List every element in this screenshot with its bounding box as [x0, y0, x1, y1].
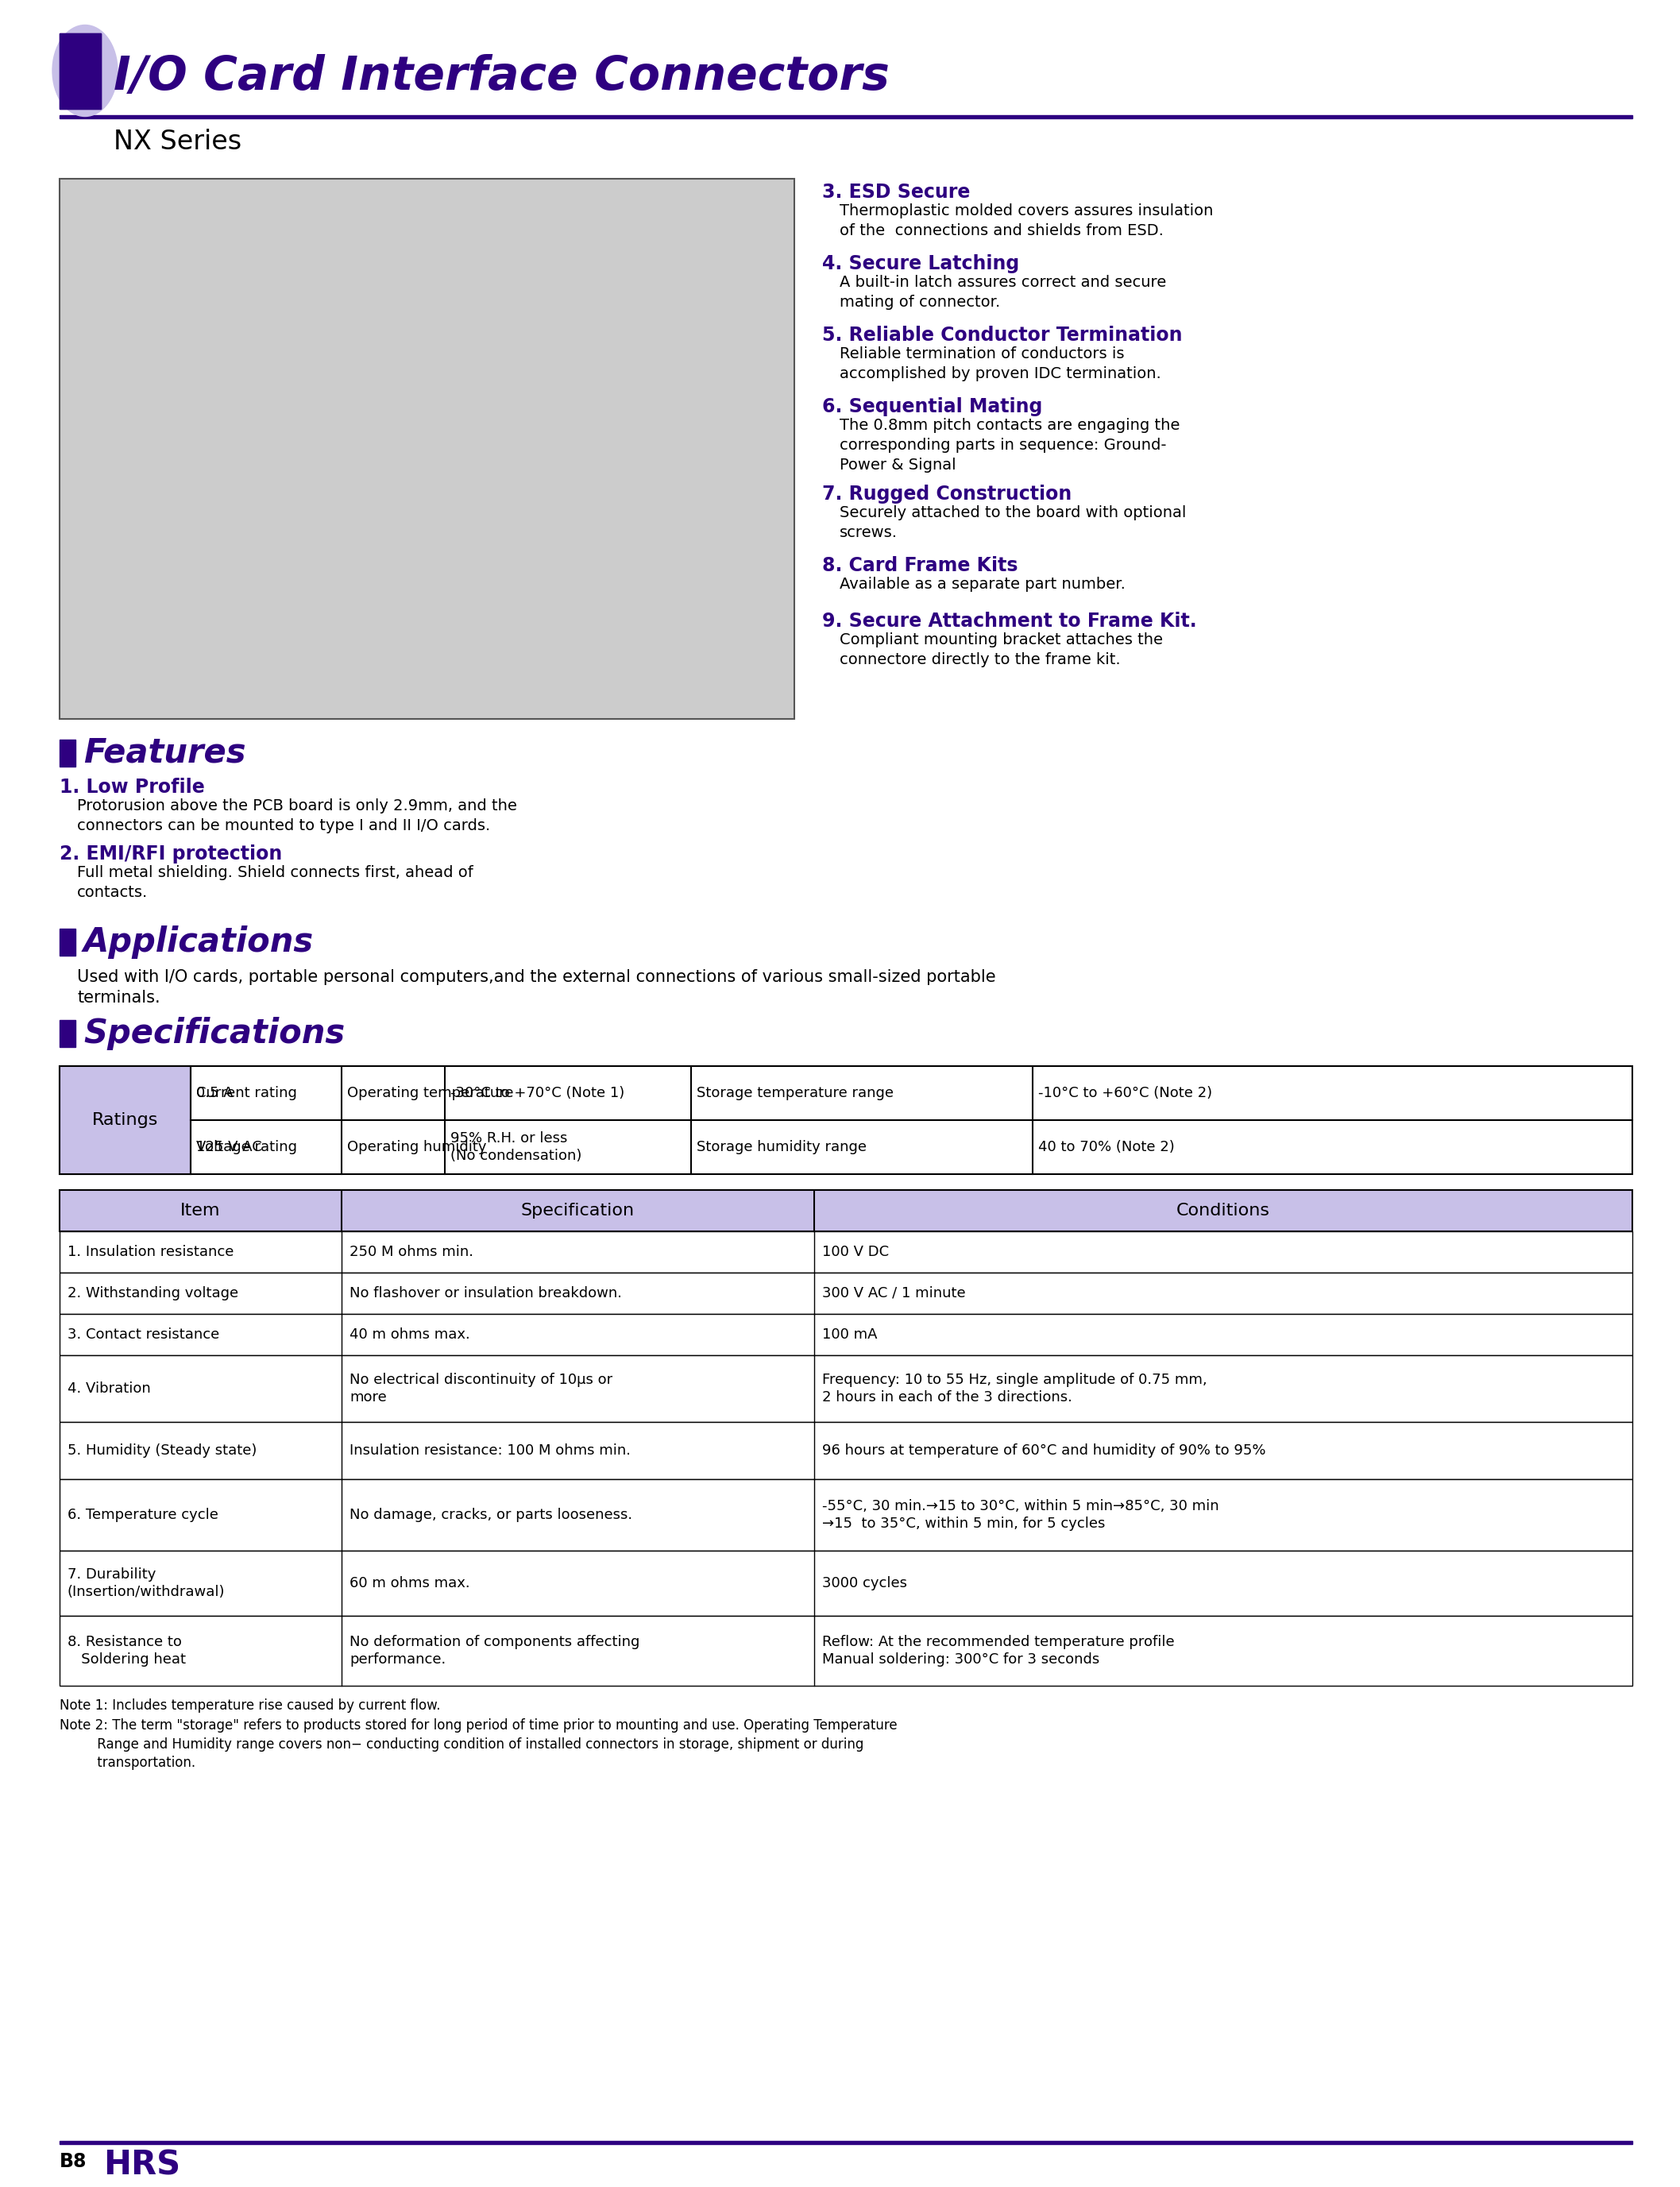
- Text: Frequency: 10 to 55 Hz, single amplitude of 0.75 mm,
2 hours in each of the 3 di: Frequency: 10 to 55 Hz, single amplitude…: [822, 1373, 1206, 1404]
- Bar: [59, 1065, 1633, 1174]
- Text: Storage humidity range: Storage humidity range: [697, 1139, 867, 1155]
- Bar: [59, 1616, 1633, 1686]
- Text: 60 m ohms max.: 60 m ohms max.: [349, 1577, 470, 1590]
- Text: No flashover or insulation breakdown.: No flashover or insulation breakdown.: [349, 1286, 622, 1301]
- Text: 3. Contact resistance: 3. Contact resistance: [67, 1328, 220, 1343]
- Text: 4. Vibration: 4. Vibration: [67, 1382, 151, 1395]
- Text: Note 2: The term "storage" refers to products stored for long period of time pri: Note 2: The term "storage" refers to pro…: [59, 1719, 897, 1769]
- Text: 9. Secure Attachment to Frame Kit.: 9. Secure Attachment to Frame Kit.: [822, 612, 1196, 630]
- Text: The 0.8mm pitch contacts are engaging the
corresponding parts in sequence: Groun: The 0.8mm pitch contacts are engaging th…: [840, 418, 1179, 472]
- Text: Storage temperature range: Storage temperature range: [697, 1087, 894, 1100]
- Text: Protorusion above the PCB board is only 2.9mm, and the
connectors can be mounted: Protorusion above the PCB board is only …: [77, 798, 517, 833]
- Text: Securely attached to the board with optional
screws.: Securely attached to the board with opti…: [840, 505, 1186, 540]
- Text: 0.5 A: 0.5 A: [197, 1087, 234, 1100]
- Text: Specification: Specification: [521, 1203, 635, 1218]
- Text: 6. Temperature cycle: 6. Temperature cycle: [67, 1507, 218, 1522]
- Bar: [59, 1231, 1633, 1273]
- Text: No electrical discontinuity of 10μs or
more: No electrical discontinuity of 10μs or m…: [349, 1373, 613, 1404]
- Text: Insulation resistance: 100 M ohms min.: Insulation resistance: 100 M ohms min.: [349, 1443, 630, 1459]
- Bar: [59, 1314, 1633, 1356]
- Text: 2. Withstanding voltage: 2. Withstanding voltage: [67, 1286, 239, 1301]
- Bar: [59, 1273, 1633, 1314]
- Text: 1. Low Profile: 1. Low Profile: [59, 779, 205, 796]
- Text: B8: B8: [59, 2152, 87, 2172]
- Bar: [59, 739, 76, 768]
- Text: I/O Card Interface Connectors: I/O Card Interface Connectors: [114, 55, 889, 98]
- Text: Features: Features: [84, 737, 245, 770]
- Text: Reflow: At the recommended temperature profile
Manual soldering: 300°C for 3 sec: Reflow: At the recommended temperature p…: [822, 1634, 1174, 1666]
- Text: Available as a separate part number.: Available as a separate part number.: [840, 577, 1126, 593]
- Text: -10°C to +60°C (Note 2): -10°C to +60°C (Note 2): [1038, 1087, 1213, 1100]
- Bar: [59, 1019, 76, 1048]
- Text: 7. Rugged Construction: 7. Rugged Construction: [822, 486, 1072, 503]
- Bar: [59, 1422, 1633, 1478]
- Text: 3. ESD Secure: 3. ESD Secure: [822, 184, 969, 201]
- Text: 5. Humidity (Steady state): 5. Humidity (Steady state): [67, 1443, 257, 1459]
- Text: 40 to 70% (Note 2): 40 to 70% (Note 2): [1038, 1139, 1174, 1155]
- Bar: [59, 116, 1633, 118]
- Text: -30°C to +70°C (Note 1): -30°C to +70°C (Note 1): [450, 1087, 625, 1100]
- Text: 8. Resistance to
   Soldering heat: 8. Resistance to Soldering heat: [67, 1634, 186, 1666]
- Text: Used with I/O cards, portable personal computers,and the external connections of: Used with I/O cards, portable personal c…: [77, 969, 996, 1006]
- Text: Note 1: Includes temperature rise caused by current flow.: Note 1: Includes temperature rise caused…: [59, 1699, 440, 1712]
- Text: 300 V AC / 1 minute: 300 V AC / 1 minute: [822, 1286, 966, 1301]
- Ellipse shape: [52, 24, 118, 116]
- Text: HRS: HRS: [102, 2150, 180, 2183]
- Text: No damage, cracks, or parts looseness.: No damage, cracks, or parts looseness.: [349, 1507, 632, 1522]
- Text: Operating temperature: Operating temperature: [348, 1087, 514, 1100]
- Bar: [59, 1356, 1633, 1422]
- Bar: [59, 929, 76, 956]
- Text: Applications: Applications: [84, 925, 314, 958]
- Text: 95% R.H. or less
(No condensation): 95% R.H. or less (No condensation): [450, 1131, 581, 1163]
- Text: 5. Reliable Conductor Termination: 5. Reliable Conductor Termination: [822, 326, 1183, 346]
- Text: Compliant mounting bracket attaches the
connectore directly to the frame kit.: Compliant mounting bracket attaches the …: [840, 632, 1163, 667]
- Text: 4. Secure Latching: 4. Secure Latching: [822, 254, 1020, 273]
- Bar: [59, 1065, 190, 1174]
- Bar: [59, 179, 795, 720]
- Bar: [59, 1190, 1633, 1231]
- Bar: [59, 33, 101, 109]
- Text: Reliable termination of conductors is
accomplished by proven IDC termination.: Reliable termination of conductors is ac…: [840, 346, 1161, 381]
- Text: Full metal shielding. Shield connects first, ahead of
contacts.: Full metal shielding. Shield connects fi…: [77, 866, 474, 901]
- Text: 8. Card Frame Kits: 8. Card Frame Kits: [822, 555, 1018, 575]
- Text: 3000 cycles: 3000 cycles: [822, 1577, 907, 1590]
- Bar: [59, 1478, 1633, 1551]
- Text: NX Series: NX Series: [114, 129, 242, 155]
- Bar: [59, 33, 101, 109]
- Text: Specifications: Specifications: [84, 1017, 344, 1050]
- Text: Ratings: Ratings: [92, 1113, 158, 1128]
- Text: 96 hours at temperature of 60°C and humidity of 90% to 95%: 96 hours at temperature of 60°C and humi…: [822, 1443, 1265, 1459]
- Text: Item: Item: [180, 1203, 220, 1218]
- Text: 1. Insulation resistance: 1. Insulation resistance: [67, 1244, 234, 1260]
- Bar: [59, 2141, 1633, 2143]
- Text: Current rating: Current rating: [197, 1087, 297, 1100]
- Text: No deformation of components affecting
performance.: No deformation of components affecting p…: [349, 1634, 640, 1666]
- Bar: [59, 1551, 1633, 1616]
- Text: 6. Sequential Mating: 6. Sequential Mating: [822, 398, 1043, 416]
- Text: 7. Durability
(Insertion/withdrawal): 7. Durability (Insertion/withdrawal): [67, 1568, 225, 1599]
- Text: 125 V AC: 125 V AC: [197, 1139, 262, 1155]
- Text: Conditions: Conditions: [1176, 1203, 1270, 1218]
- Text: 100 V DC: 100 V DC: [822, 1244, 889, 1260]
- Text: A built-in latch assures correct and secure
mating of connector.: A built-in latch assures correct and sec…: [840, 276, 1166, 311]
- Text: 100 mA: 100 mA: [822, 1328, 877, 1343]
- Text: 2. EMI/RFI protection: 2. EMI/RFI protection: [59, 844, 282, 864]
- Text: Operating humidity: Operating humidity: [348, 1139, 487, 1155]
- Text: Thermoplastic molded covers assures insulation
of the  connections and shields f: Thermoplastic molded covers assures insu…: [840, 203, 1213, 238]
- Text: 250 M ohms min.: 250 M ohms min.: [349, 1244, 474, 1260]
- Text: -55°C, 30 min.→15 to 30°C, within 5 min→85°C, 30 min
→15  to 35°C, within 5 min,: -55°C, 30 min.→15 to 30°C, within 5 min→…: [822, 1498, 1220, 1531]
- Text: 40 m ohms max.: 40 m ohms max.: [349, 1328, 470, 1343]
- Text: Voltage rating: Voltage rating: [197, 1139, 297, 1155]
